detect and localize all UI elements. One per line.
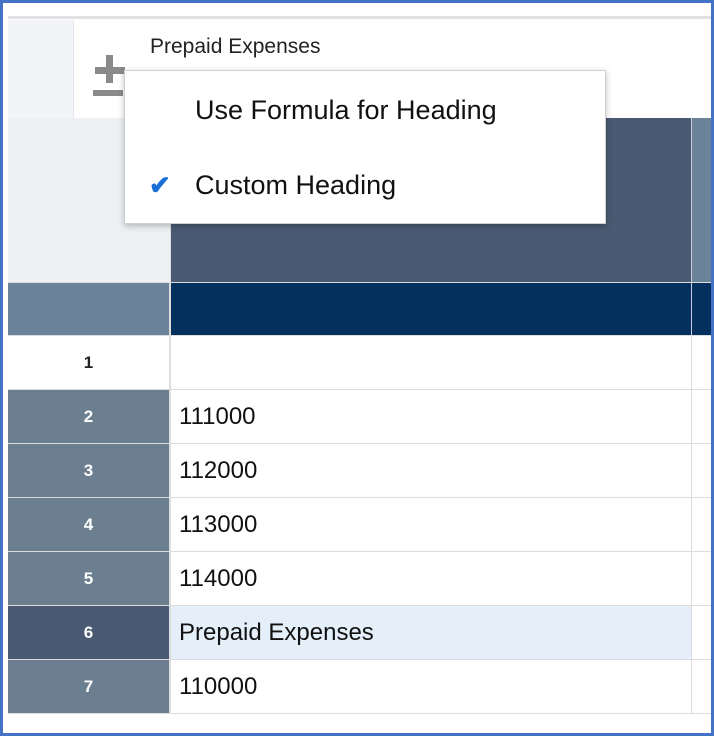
row-cell-next[interactable] <box>692 660 714 714</box>
divider <box>8 16 714 19</box>
row-cell[interactable] <box>171 336 692 390</box>
row-number[interactable]: 5 <box>8 552 171 606</box>
menu-item-label: Custom Heading <box>195 169 397 200</box>
row-cell[interactable]: 114000 <box>171 552 692 606</box>
plus-minus-icon[interactable] <box>93 53 127 97</box>
row-number[interactable]: 1 <box>8 336 171 390</box>
row-number[interactable]: 6 <box>8 606 171 660</box>
row-cell[interactable]: 111000 <box>171 390 692 444</box>
column-header-next[interactable] <box>692 118 714 283</box>
row-cell-next[interactable] <box>692 498 714 552</box>
subheader-cell-next[interactable] <box>692 283 714 336</box>
row-cell-next[interactable] <box>692 444 714 498</box>
row-cell-next[interactable] <box>692 336 714 390</box>
subheader-corner <box>8 283 171 336</box>
row-cell[interactable]: 112000 <box>171 444 692 498</box>
row-cell-next[interactable] <box>692 390 714 444</box>
row-cell[interactable]: 110000 <box>171 660 692 714</box>
row-number[interactable]: 3 <box>8 444 171 498</box>
menu-item-use-formula[interactable]: Use Formula for Heading <box>125 75 605 145</box>
corner-cell <box>8 20 74 118</box>
row-cell-next[interactable] <box>692 606 714 660</box>
subheader-cell[interactable] <box>171 283 692 336</box>
heading-title: Prepaid Expenses <box>150 35 321 58</box>
heading-context-menu: Use Formula for Heading ✔ Custom Heading <box>124 70 606 224</box>
row-number[interactable]: 7 <box>8 660 171 714</box>
row-number[interactable]: 4 <box>8 498 171 552</box>
row-cell[interactable]: Prepaid Expenses <box>171 606 692 660</box>
row-cell-next[interactable] <box>692 552 714 606</box>
checkmark-icon: ✔ <box>149 169 171 200</box>
menu-item-custom-heading[interactable]: ✔ Custom Heading <box>125 150 605 220</box>
menu-item-label: Use Formula for Heading <box>195 94 497 125</box>
row-cell[interactable]: 113000 <box>171 498 692 552</box>
row-number[interactable]: 2 <box>8 390 171 444</box>
